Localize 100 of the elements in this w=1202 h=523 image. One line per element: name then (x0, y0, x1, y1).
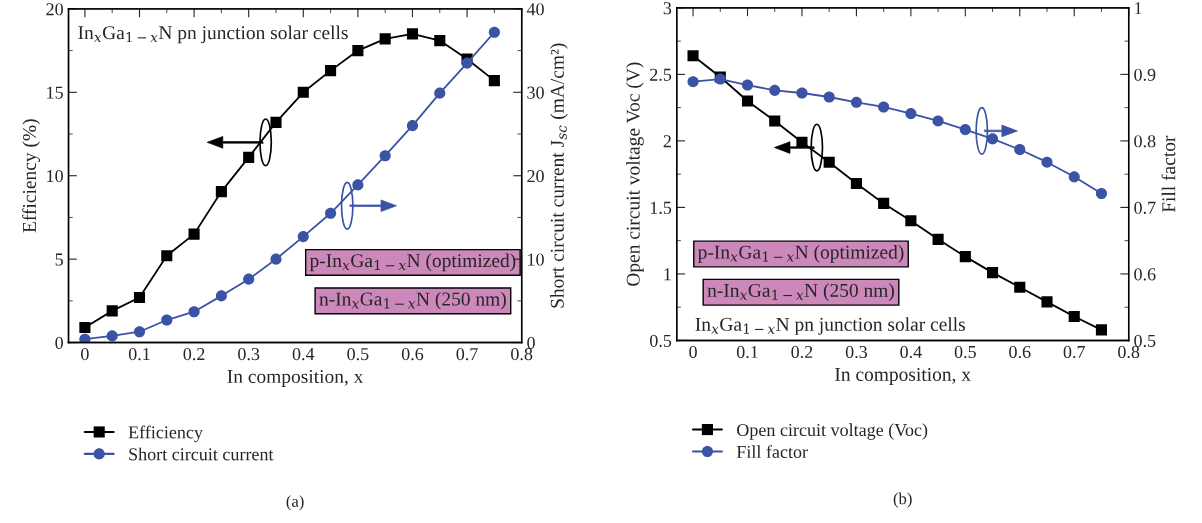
annotation: n-In$_{x}$Ga$_{1−x}$N (250 nm) (319, 291, 506, 310)
point (79, 321, 91, 334)
x-axis-title: In composition, x (227, 369, 364, 387)
point (1095, 187, 1108, 200)
point (79, 333, 91, 343)
y2-tick-label: 40 (526, 3, 544, 16)
point (461, 57, 473, 69)
point (1068, 171, 1080, 183)
point (161, 314, 173, 326)
point (959, 124, 971, 136)
point (215, 290, 227, 302)
y2-tick-label: 0.8 (1134, 135, 1156, 148)
point (932, 115, 944, 127)
x-tick-label: 0.1 (128, 347, 150, 361)
legend-label: Open circuit voltage (Voc) (737, 423, 928, 440)
text: (b) (893, 492, 912, 508)
point (878, 101, 890, 113)
x-tick-label: 0.5 (954, 345, 976, 359)
point (434, 87, 446, 99)
point (243, 151, 255, 163)
point (741, 95, 754, 107)
point (878, 197, 890, 209)
y-tick-label: 10 (47, 169, 63, 183)
point (270, 116, 282, 128)
point (796, 87, 808, 99)
y-tick-label: 1.5 (650, 201, 672, 214)
x-tick-label: 0.6 (401, 347, 424, 361)
point (1014, 281, 1026, 293)
x-axis-title: In composition, x (835, 367, 971, 385)
x-tick-label: 0.4 (900, 345, 922, 359)
x-tick-label: 0.7 (456, 347, 478, 361)
x-tick-label: 0.8 (1118, 345, 1140, 359)
point (325, 65, 337, 77)
point (352, 45, 364, 57)
point (297, 231, 309, 243)
annotation: In$_{x}$Ga$_{1−x}$N pn junction solar cells (695, 317, 965, 335)
annotation: n-In$_{x}$Ga$_{1−x}$N (250 nm) (707, 283, 894, 301)
y2-tick-label: 0.7 (1134, 201, 1156, 214)
point (1014, 143, 1026, 156)
point (406, 28, 419, 40)
point (106, 330, 118, 342)
x-tick-label: 0.2 (183, 347, 205, 361)
y-tick-label: 2.5 (650, 68, 672, 81)
y-tick-label: 0 (55, 336, 63, 350)
point (932, 233, 944, 245)
point (161, 250, 173, 262)
y-tick-label: 5 (55, 253, 63, 266)
point (434, 35, 446, 47)
y-axis-title: Open circuit voltage Voc (V) (626, 62, 644, 286)
y-axis-title: Efficiency (%) (22, 119, 41, 233)
point (188, 228, 200, 240)
point (769, 115, 781, 127)
point (1095, 324, 1108, 336)
x-tick-label: 0.8 (511, 347, 533, 361)
point (352, 179, 364, 191)
x-tick-label: 0 (689, 345, 697, 359)
point (488, 26, 500, 38)
y2-tick-label: 0.6 (1134, 268, 1156, 281)
x-tick-label: 0 (81, 347, 89, 361)
point (488, 75, 500, 87)
point (243, 273, 255, 285)
x-tick-label: 0.2 (791, 345, 813, 359)
point (850, 177, 862, 190)
point (850, 96, 862, 108)
y2-tick-label: 0.5 (1134, 334, 1156, 347)
point (133, 291, 146, 304)
y-tick-label: 20 (46, 3, 63, 16)
point (823, 156, 835, 168)
legend-label: Short circuit current (129, 447, 274, 461)
point (741, 79, 754, 91)
point (379, 150, 391, 162)
y-tick-label: 1 (664, 268, 671, 281)
x-tick-label: 0.7 (1063, 345, 1085, 359)
point (986, 267, 999, 279)
point (687, 50, 699, 62)
y-tick-label: 2 (663, 135, 671, 148)
annotation: p-In$_{x}$Ga$_{1−x}$N (optimized) (309, 253, 516, 272)
y-tick-label: 3 (663, 2, 672, 15)
x-tick-label: 0.6 (1009, 345, 1031, 359)
y2-tick-label: 0.9 (1134, 68, 1156, 81)
y-tick-label: 15 (47, 86, 63, 99)
point (1068, 310, 1080, 323)
legend-label: Fill factor (736, 445, 808, 459)
x-tick-label: 0.3 (845, 345, 867, 359)
x-tick-label: 0.3 (238, 347, 260, 361)
point (823, 91, 835, 103)
point (905, 108, 917, 120)
x-tick-label: 0.1 (736, 345, 758, 359)
point (1041, 156, 1053, 168)
y2-tick-label: 1 (1135, 2, 1142, 15)
legend-label: Efficiency (128, 425, 203, 443)
y2-tick-label: 20 (527, 169, 544, 183)
point (215, 186, 227, 198)
point (379, 33, 391, 45)
point (106, 305, 118, 317)
point (188, 306, 200, 318)
y2-tick-label: 10 (528, 253, 544, 266)
y2-tick-label: 0 (527, 336, 535, 350)
point (270, 253, 282, 265)
point (133, 326, 146, 338)
